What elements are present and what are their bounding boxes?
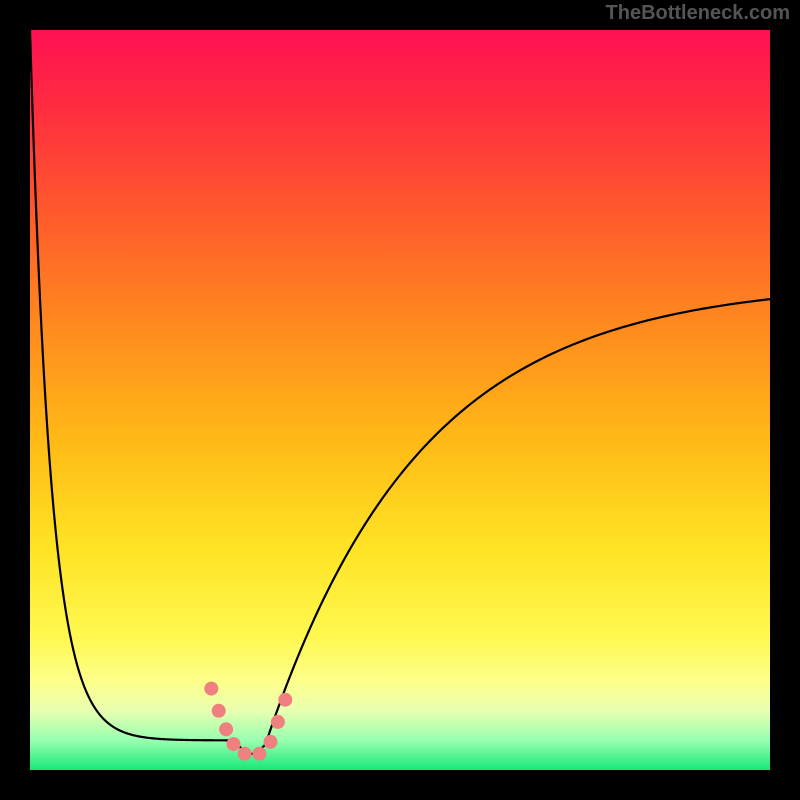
chart-background: [30, 30, 770, 770]
marker-point: [238, 747, 252, 761]
chart-svg: [30, 30, 770, 770]
marker-point: [204, 682, 218, 696]
marker-point: [278, 693, 292, 707]
marker-point: [219, 722, 233, 736]
marker-point: [212, 704, 226, 718]
marker-point: [227, 737, 241, 751]
marker-point: [264, 735, 278, 749]
marker-point: [271, 715, 285, 729]
marker-point: [252, 747, 266, 761]
chart-plot-area: [30, 30, 770, 770]
watermark-text: TheBottleneck.com: [606, 2, 790, 25]
